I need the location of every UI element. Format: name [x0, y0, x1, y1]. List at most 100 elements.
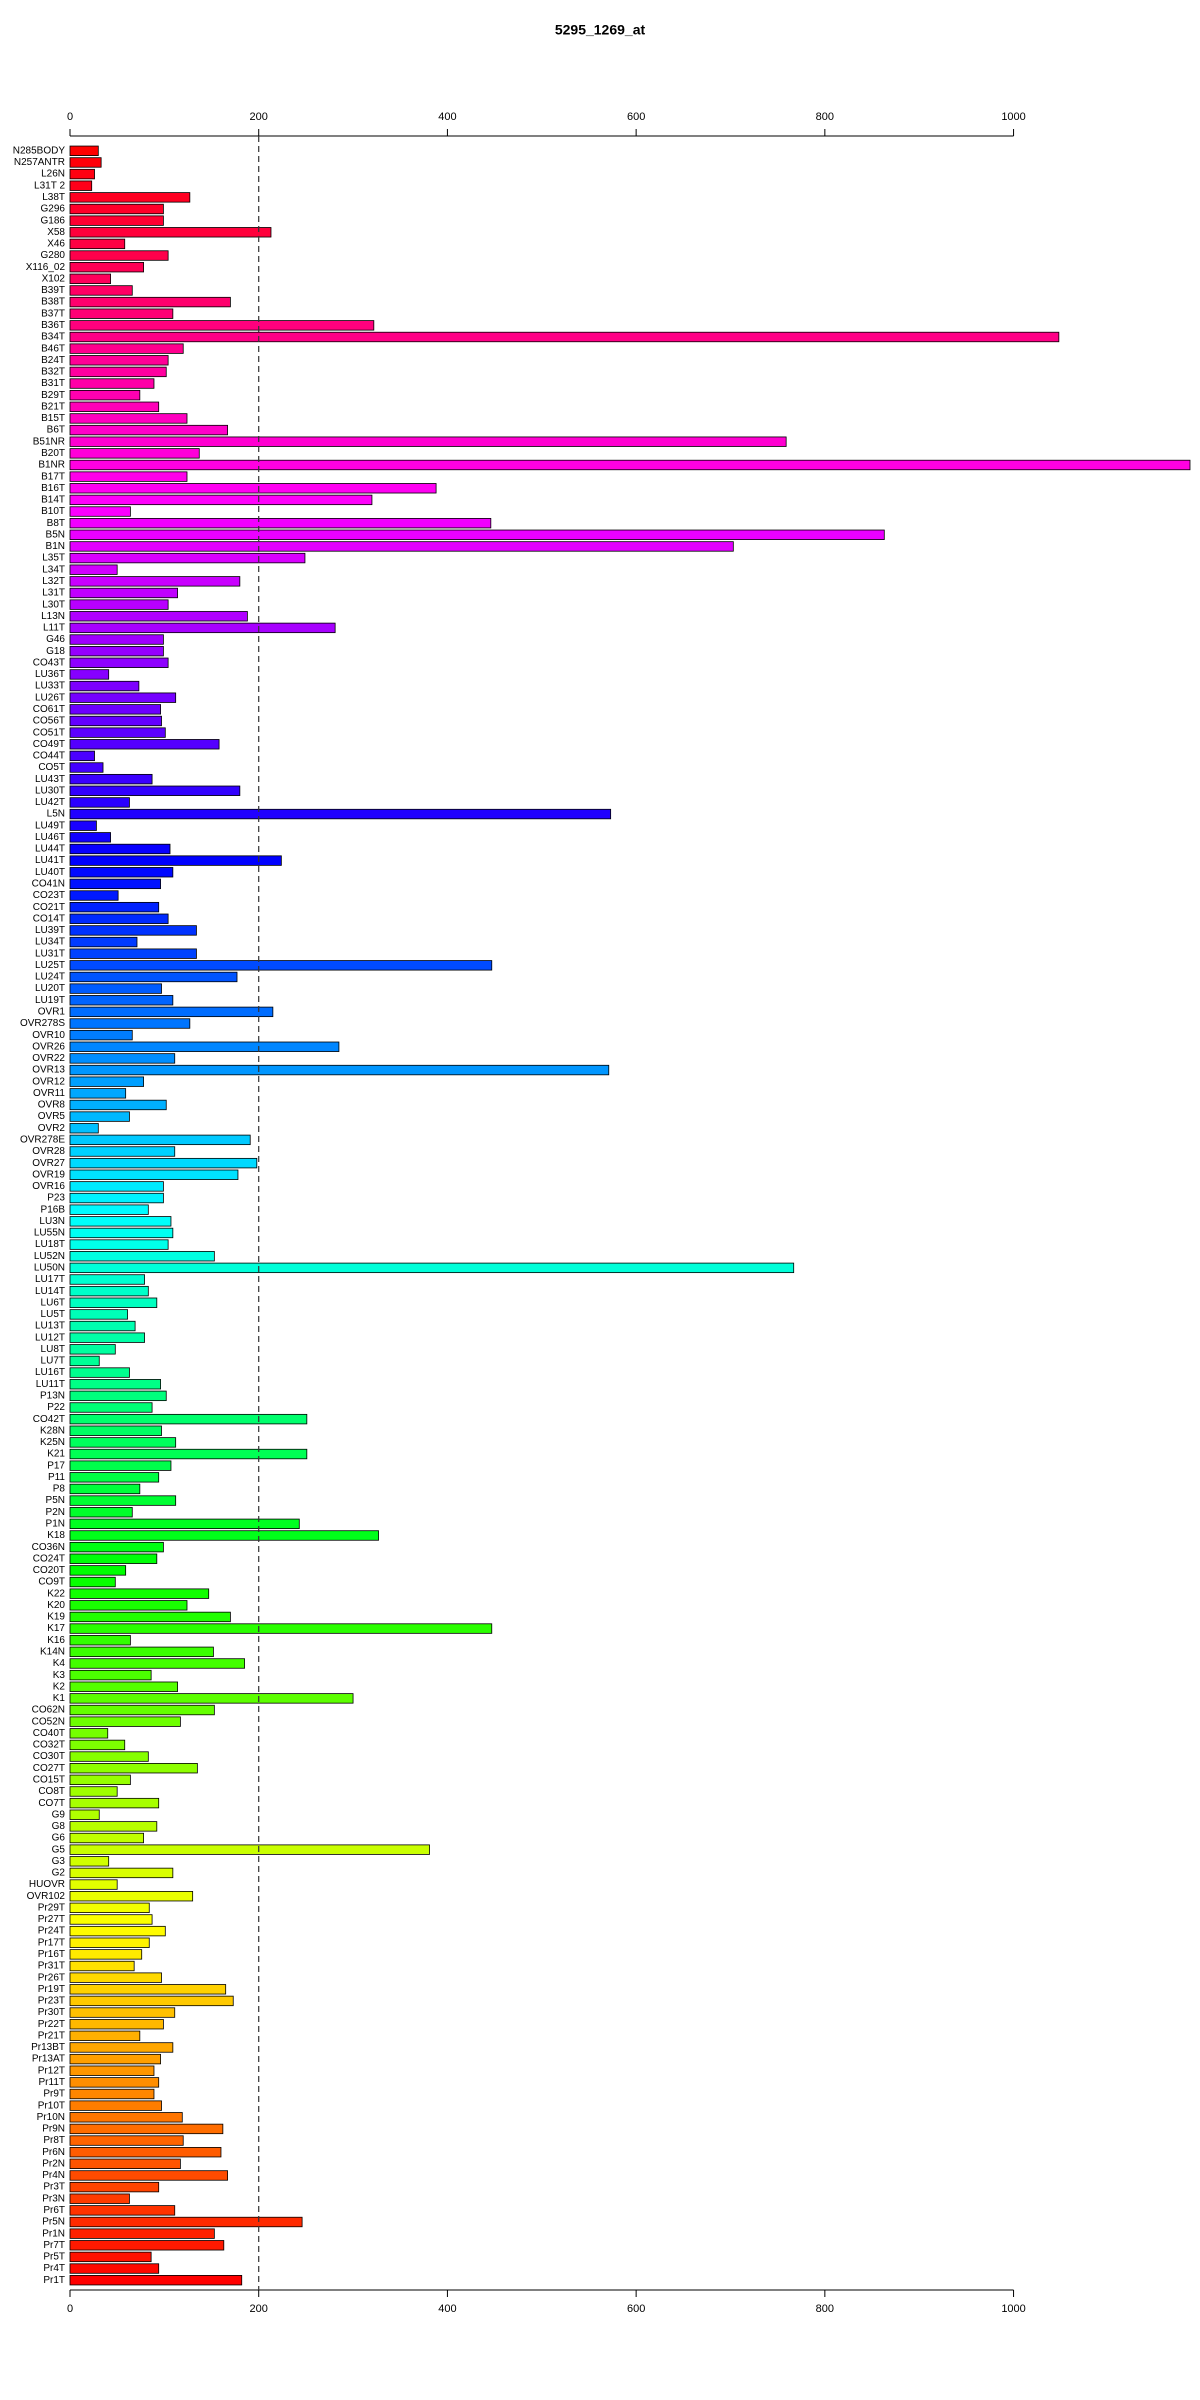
category-label: LU42T [35, 797, 65, 808]
bar [69, 1809, 100, 1820]
category-label: CO36N [32, 1542, 65, 1553]
category-label: B14T [41, 495, 65, 506]
bar [69, 262, 144, 273]
bar [69, 878, 161, 890]
bar [69, 1227, 174, 1239]
category-label: CO32T [33, 1740, 65, 1751]
category-label: OVR1 [38, 1007, 66, 1018]
category-label: G46 [46, 634, 65, 645]
category-label: CO41N [32, 879, 65, 890]
category-label: B21T [41, 401, 65, 412]
bar [69, 576, 241, 587]
bar [69, 634, 164, 645]
category-label: OVR11 [33, 1088, 65, 1099]
bar [69, 645, 164, 657]
category-label: LU43T [35, 774, 65, 785]
category-label: Pr10T [38, 2100, 65, 2111]
category-label: K19 [47, 1612, 65, 1623]
category-label: Pr5T [43, 2252, 65, 2263]
category-label: G18 [46, 646, 65, 657]
bar [69, 331, 1060, 343]
bar [69, 1728, 109, 1739]
category-label: B1NR [38, 460, 65, 471]
bar [69, 925, 197, 936]
bar [69, 727, 166, 738]
category-label: K1 [53, 1693, 66, 1704]
category-label: K20 [47, 1600, 65, 1611]
bar [69, 1402, 153, 1413]
category-label: L11T [43, 623, 65, 634]
bar [69, 1251, 215, 1262]
bar [69, 238, 126, 250]
category-label: L30T [42, 599, 65, 610]
category-label: HUOVR [29, 1879, 65, 1890]
bar [69, 2240, 225, 2251]
category-label: LU6T [41, 1297, 65, 1308]
x-tick-label: 0 [67, 2303, 73, 2315]
category-label: Pr16T [38, 1949, 65, 1960]
x-tick-label: 200 [250, 111, 268, 123]
bar [69, 1413, 308, 1425]
category-label: X102 [42, 273, 66, 284]
chart-title: 5295_1269_at [555, 22, 646, 38]
bar [69, 1344, 116, 1355]
category-label: Pr9N [42, 2124, 65, 2135]
bar [69, 890, 119, 901]
bar [69, 611, 248, 622]
category-label: P2N [46, 1507, 65, 1518]
x-tick-label: 400 [438, 2303, 456, 2315]
category-label: G5 [52, 1844, 66, 1855]
category-label: B8T [47, 518, 65, 529]
bar [69, 517, 492, 529]
category-label: LU31T [35, 948, 65, 959]
category-label: Pr27T [38, 1914, 65, 1925]
bar [69, 1518, 300, 1530]
category-label: OVR10 [32, 1030, 65, 1041]
bar [69, 1274, 145, 1285]
category-label: Pr24T [38, 1926, 65, 1937]
category-label: LU20T [35, 983, 65, 994]
category-label: CO14T [33, 913, 65, 924]
category-label: Pr6T [43, 2205, 65, 2216]
bar [69, 1774, 131, 1786]
bar [69, 227, 272, 238]
category-label: LU52N [34, 1251, 65, 1262]
category-label: B46T [41, 343, 65, 354]
category-label: K14N [40, 1646, 65, 1657]
bar [69, 564, 118, 575]
bar [69, 1134, 251, 1146]
bar [69, 692, 177, 703]
bar [69, 913, 169, 924]
bar [69, 2170, 228, 2181]
category-label: N257ANTR [14, 157, 65, 168]
bar [69, 2088, 155, 2100]
x-tick-label: 400 [438, 111, 456, 123]
bar [69, 1483, 141, 1495]
bar [69, 180, 93, 191]
category-label: OVR13 [32, 1065, 65, 1076]
category-label: LU7T [41, 1356, 65, 1367]
bar [69, 2053, 161, 2065]
bar [69, 1844, 430, 1855]
category-label: G8 [52, 1821, 66, 1832]
bar [69, 1507, 133, 1518]
bar [69, 2147, 222, 2158]
bar [69, 1088, 127, 1099]
category-label: LU49T [35, 820, 65, 831]
bar [69, 1937, 150, 1948]
category-label: X46 [47, 239, 65, 250]
bar [69, 1925, 166, 1937]
category-label: OVR278S [20, 1018, 65, 1029]
bar [69, 436, 787, 447]
bar [69, 843, 171, 855]
bar [69, 1786, 118, 1797]
category-label: K17 [47, 1623, 65, 1634]
bar [69, 1367, 130, 1378]
bar [69, 1309, 128, 1320]
bar [69, 552, 306, 564]
bar [69, 1053, 176, 1064]
category-label: G9 [52, 1809, 66, 1820]
x-tick-label: 0 [67, 111, 73, 123]
bar [69, 529, 885, 540]
bar [69, 1390, 167, 1402]
